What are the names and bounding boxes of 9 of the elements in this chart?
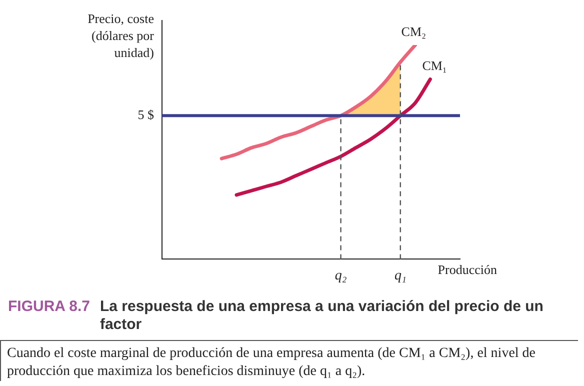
x-tick-label: q₂ [334,268,347,284]
y-axis-title: Precio, coste (dólares por unidad) [88,10,155,60]
x-tick-label: q₁ [394,268,406,284]
x-axis-title: Producción [438,262,498,278]
series-label: CM₂ [401,24,426,39]
text: Cuando el coste marginal de producción de una empresa aumenta (de CM₁ a CM₂), el nivel de producción que maximiza los beneficios disminuye (de q₁ a q₂). [7,345,537,381]
text: 5 $ [138,107,154,122]
text: FIGURA 8.7 La respuesta de una empresa a una variación del precio de un factor [8,298,544,334]
series-label: CM₁ [422,58,447,74]
